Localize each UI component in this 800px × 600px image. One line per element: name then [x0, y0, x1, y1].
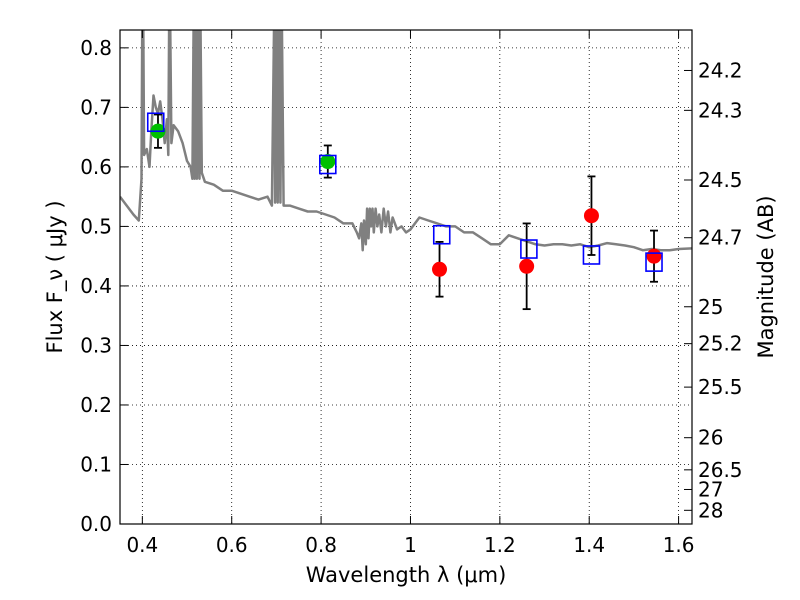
right-tick-label: 27 [698, 477, 723, 501]
model-band-square [520, 239, 538, 259]
right-tick-label: 25 [698, 295, 723, 319]
y-tick-label: 0.7 [80, 95, 112, 119]
x-tick-label: 0.4 [126, 533, 158, 557]
model-band-square [582, 245, 601, 265]
plot-frame [119, 29, 693, 525]
y-tick-label: 0.8 [80, 36, 112, 60]
right-tick-label: 28 [698, 498, 723, 522]
x-tick-label: 1.6 [663, 533, 695, 557]
plot-background [120, 30, 692, 524]
y-tick-label: 0.2 [80, 393, 112, 417]
photometry-point [320, 154, 336, 170]
photometry-point [583, 208, 599, 224]
y-tick-label: 0.0 [80, 512, 112, 536]
model-band-square [318, 154, 337, 175]
y-tick-label: 0.4 [80, 274, 112, 298]
x-tick-label: 0.6 [216, 533, 248, 557]
x-axis-label: Wavelength λ (μm) [306, 563, 507, 587]
right-tick-label: 24.7 [698, 226, 743, 250]
y-tick-label: 0.6 [80, 155, 112, 179]
x-tick-label: 1.4 [573, 533, 605, 557]
y-axis-label-left: Flux F_ν ( μJy ) [43, 200, 68, 353]
data-markers [146, 112, 663, 311]
model-band-square [645, 252, 663, 272]
axis-ticks: 0.4 0.6 0.8 1 1.2 1.4 1.6 0.0 0.1 0.2 0.3 0.4 0.5 0.6… [80, 30, 743, 557]
right-tick-label: 25.2 [698, 332, 743, 356]
y-tick-label: 0.3 [80, 333, 112, 357]
right-tick-label: 24.2 [698, 58, 743, 82]
right-tick-label: 26 [698, 426, 723, 450]
x-tick-label: 1.2 [484, 533, 516, 557]
x-tick-label: 0.8 [305, 533, 337, 557]
photometry-point [646, 248, 662, 264]
y-tick-label: 0.5 [80, 214, 112, 238]
photometry-point [432, 261, 448, 277]
model-spectrum-line [120, 30, 692, 252]
right-tick-label: 26.5 [698, 458, 743, 482]
photometry-point [519, 258, 535, 274]
y-tick-label: 0.1 [80, 452, 112, 476]
model-band-square [432, 224, 451, 245]
right-tick-label: 24.3 [698, 98, 743, 122]
right-tick-label: 25.5 [698, 375, 743, 399]
model-band-square [146, 112, 165, 133]
right-tick-label: 24.5 [698, 168, 743, 192]
x-tick-label: 1 [404, 533, 417, 557]
model-spectrum [120, 30, 692, 252]
y-axis-label-right: Magnitude (AB) [754, 195, 778, 358]
